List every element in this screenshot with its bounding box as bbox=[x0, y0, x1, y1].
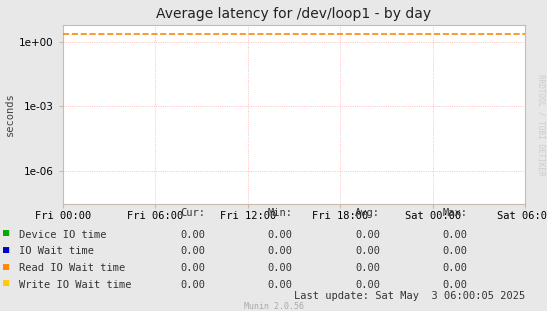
Text: 0.00: 0.00 bbox=[443, 263, 468, 273]
Text: 0.00: 0.00 bbox=[355, 280, 380, 290]
Text: 0.00: 0.00 bbox=[355, 230, 380, 240]
Text: Avg:: Avg: bbox=[355, 208, 380, 218]
Text: ■: ■ bbox=[3, 262, 9, 272]
Text: Device IO time: Device IO time bbox=[19, 230, 107, 240]
Text: 0.00: 0.00 bbox=[443, 246, 468, 256]
Text: ■: ■ bbox=[3, 228, 9, 238]
Text: 0.00: 0.00 bbox=[180, 263, 205, 273]
Y-axis label: seconds: seconds bbox=[5, 92, 15, 136]
Text: 0.00: 0.00 bbox=[180, 230, 205, 240]
Text: Min:: Min: bbox=[267, 208, 293, 218]
Text: Write IO Wait time: Write IO Wait time bbox=[19, 280, 132, 290]
Text: 0.00: 0.00 bbox=[180, 246, 205, 256]
Title: Average latency for /dev/loop1 - by day: Average latency for /dev/loop1 - by day bbox=[156, 7, 432, 21]
Text: 0.00: 0.00 bbox=[267, 230, 293, 240]
Text: Cur:: Cur: bbox=[180, 208, 205, 218]
Text: 0.00: 0.00 bbox=[180, 280, 205, 290]
Text: Read IO Wait time: Read IO Wait time bbox=[19, 263, 125, 273]
Text: 0.00: 0.00 bbox=[267, 263, 293, 273]
Text: ■: ■ bbox=[3, 245, 9, 255]
Text: 0.00: 0.00 bbox=[267, 246, 293, 256]
Text: RRDTOOL / TOBI OETIKER: RRDTOOL / TOBI OETIKER bbox=[537, 73, 546, 175]
Text: 0.00: 0.00 bbox=[355, 263, 380, 273]
Text: 0.00: 0.00 bbox=[267, 280, 293, 290]
Text: 0.00: 0.00 bbox=[443, 230, 468, 240]
Text: 0.00: 0.00 bbox=[443, 280, 468, 290]
Text: Munin 2.0.56: Munin 2.0.56 bbox=[243, 301, 304, 310]
Text: 0.00: 0.00 bbox=[355, 246, 380, 256]
Text: ■: ■ bbox=[3, 278, 9, 288]
Text: Last update: Sat May  3 06:00:05 2025: Last update: Sat May 3 06:00:05 2025 bbox=[294, 290, 525, 300]
Text: IO Wait time: IO Wait time bbox=[19, 246, 94, 256]
Text: Max:: Max: bbox=[443, 208, 468, 218]
